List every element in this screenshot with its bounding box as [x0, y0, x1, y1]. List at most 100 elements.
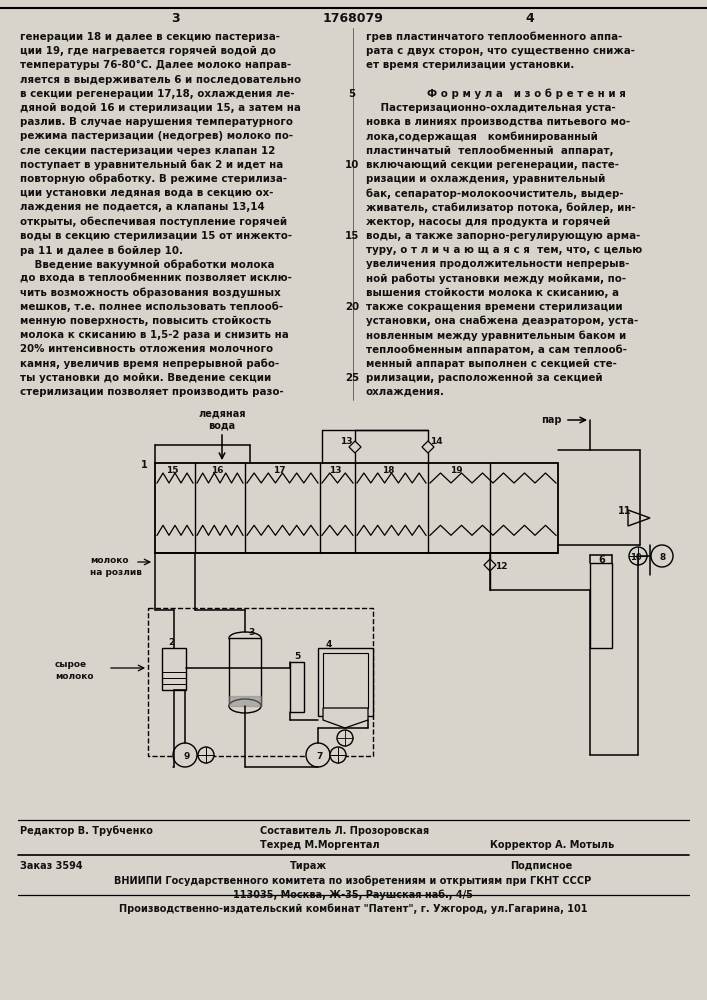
Text: туру, о т л и ч а ю щ а я с я  тем, что, с целью: туру, о т л и ч а ю щ а я с я тем, что, … [366, 245, 642, 255]
Text: вышения стойкости молока к скисанию, а: вышения стойкости молока к скисанию, а [366, 288, 619, 298]
Text: ции установки ледяная вода в секцию ох-: ции установки ледяная вода в секцию ох- [20, 188, 274, 198]
Text: ты установки до мойки. Введение секции: ты установки до мойки. Введение секции [20, 373, 271, 383]
Polygon shape [349, 441, 361, 453]
Text: Корректор А. Мотыль: Корректор А. Мотыль [490, 840, 614, 850]
Text: рата с двух сторон, что существенно снижа-: рата с двух сторон, что существенно сниж… [366, 46, 635, 56]
Text: 15: 15 [345, 231, 359, 241]
Text: режима пастеризации (недогрев) молоко по-: режима пастеризации (недогрев) молоко по… [20, 131, 293, 141]
Bar [148, 608, 373, 756]
Text: новка в линиях производства питьевого мо-: новка в линиях производства питьевого мо… [366, 117, 630, 127]
Text: 19: 19 [450, 466, 462, 475]
Polygon shape [628, 510, 650, 526]
Polygon shape [323, 708, 368, 728]
Text: новленным между уравнительным баком и: новленным между уравнительным баком и [366, 330, 626, 341]
Text: грев пластинчатого теплообменного аппа-: грев пластинчатого теплообменного аппа- [366, 32, 622, 42]
Text: ной работы установки между мойками, по-: ной работы установки между мойками, по- [366, 273, 626, 284]
Text: Пастеризационно-охладительная уста-: Пастеризационно-охладительная уста- [366, 103, 616, 113]
Text: генерации 18 и далее в секцию пастериза-: генерации 18 и далее в секцию пастериза- [20, 32, 280, 42]
Circle shape [651, 545, 673, 567]
Text: 20: 20 [345, 302, 359, 312]
Text: ет время стерилизации установки.: ет время стерилизации установки. [366, 60, 574, 70]
Text: дяной водой 16 и стерилизации 15, а затем на: дяной водой 16 и стерилизации 15, а зате… [20, 103, 301, 113]
Text: молоко: молоко [90, 556, 129, 565]
Text: ра 11 и далее в бойлер 10.: ра 11 и далее в бойлер 10. [20, 245, 183, 255]
Text: 13: 13 [340, 437, 353, 446]
Text: 113035, Москва, Ж-35, Раушская наб., 4/5: 113035, Москва, Ж-35, Раушская наб., 4/5 [233, 889, 473, 900]
Text: разлив. В случае нарушения температурного: разлив. В случае нарушения температурног… [20, 117, 293, 127]
Text: 15: 15 [165, 466, 178, 475]
Text: 3: 3 [248, 628, 255, 637]
Text: 16: 16 [211, 466, 223, 475]
Text: Составитель Л. Прозоровская: Составитель Л. Прозоровская [260, 826, 429, 836]
Text: вода: вода [209, 420, 235, 430]
Text: Производственно-издательский комбинат "Патент", г. Ужгород, ул.Гагарина, 101: Производственно-издательский комбинат "П… [119, 903, 588, 914]
Text: лаждения не подается, а клапаны 13,14: лаждения не подается, а клапаны 13,14 [20, 202, 264, 212]
Circle shape [306, 743, 330, 767]
Ellipse shape [229, 632, 261, 644]
Text: менный аппарат выполнен с секцией сте-: менный аппарат выполнен с секцией сте- [366, 359, 617, 369]
Circle shape [173, 743, 197, 767]
Text: 10: 10 [630, 553, 642, 562]
Text: включающий секции регенерации, пасте-: включающий секции регенерации, пасте- [366, 160, 619, 170]
Text: сле секции пастеризации через клапан 12: сле секции пастеризации через клапан 12 [20, 146, 275, 156]
Text: сырое: сырое [55, 660, 87, 669]
Text: камня, увеличив время непрерывной рабо-: камня, увеличив время непрерывной рабо- [20, 359, 279, 369]
Text: Редактор В. Трубченко: Редактор В. Трубченко [20, 826, 153, 836]
Bar [318, 648, 373, 716]
Text: чить возможность образования воздушных: чить возможность образования воздушных [20, 288, 281, 298]
Text: воды, а также запорно-регулирующую арма-: воды, а также запорно-регулирующую арма- [366, 231, 641, 241]
Text: 8: 8 [659, 553, 665, 562]
Text: 3: 3 [172, 12, 180, 25]
Text: 1768079: 1768079 [322, 12, 383, 25]
Text: 5: 5 [349, 89, 356, 99]
Bar [162, 648, 186, 690]
Text: менную поверхность, повысить стойкость: менную поверхность, повысить стойкость [20, 316, 271, 326]
Text: температуры 76-80°С. Далее молоко направ-: температуры 76-80°С. Далее молоко направ… [20, 60, 291, 70]
Text: 4: 4 [326, 640, 332, 649]
Text: поступает в уравнительный бак 2 и идет на: поступает в уравнительный бак 2 и идет н… [20, 160, 284, 170]
Text: 4: 4 [525, 12, 534, 25]
Circle shape [198, 747, 214, 763]
Text: установки, она снабжена деаэратором, уста-: установки, она снабжена деаэратором, уст… [366, 316, 638, 326]
Circle shape [337, 730, 353, 746]
Text: 9: 9 [183, 752, 189, 761]
Text: лока,содержащая   комбинированный: лока,содержащая комбинированный [366, 131, 598, 142]
Text: ледяная: ледяная [198, 408, 246, 418]
Text: 12: 12 [495, 562, 508, 571]
Text: ляется в выдерживатель 6 и последовательно: ляется в выдерживатель 6 и последователь… [20, 75, 301, 85]
Text: 13: 13 [329, 466, 341, 475]
Text: 2: 2 [168, 638, 174, 647]
Text: ВНИИПИ Государственного комитета по изобретениям и открытиям при ГКНТ СССР: ВНИИПИ Государственного комитета по изоб… [115, 875, 592, 886]
Text: ции 19, где нагревается горячей водой до: ции 19, где нагревается горячей водой до [20, 46, 276, 56]
Text: открыты, обеспечивая поступление горячей: открыты, обеспечивая поступление горячей [20, 217, 287, 227]
Text: 14: 14 [430, 437, 443, 446]
Text: Тираж: Тираж [290, 861, 327, 871]
Bar [323, 653, 368, 708]
Text: ризации и охлаждения, уравнительный: ризации и охлаждения, уравнительный [366, 174, 605, 184]
Text: пластинчатый  теплообменный  аппарат,: пластинчатый теплообменный аппарат, [366, 146, 614, 156]
Text: на розлив: на розлив [90, 568, 142, 577]
Text: 18: 18 [382, 466, 395, 475]
Text: Заказ 3594: Заказ 3594 [20, 861, 83, 871]
Text: до входа в теплообменник позволяет исклю-: до входа в теплообменник позволяет исклю… [20, 273, 292, 283]
Text: воды в секцию стерилизации 15 от инжекто-: воды в секцию стерилизации 15 от инжекто… [20, 231, 292, 241]
Text: 25: 25 [345, 373, 359, 383]
Text: 6: 6 [598, 555, 604, 565]
Bar [229, 638, 261, 706]
Text: 10: 10 [345, 160, 359, 170]
Text: Введение вакуумной обработки молока: Введение вакуумной обработки молока [20, 259, 274, 270]
Text: 20% интенсивность отложения молочного: 20% интенсивность отложения молочного [20, 344, 273, 354]
Text: живатель, стабилизатор потока, бойлер, ин-: живатель, стабилизатор потока, бойлер, и… [366, 202, 636, 213]
Text: Ф о р м у л а   и з о б р е т е н и я: Ф о р м у л а и з о б р е т е н и я [426, 89, 626, 99]
Circle shape [330, 747, 346, 763]
Text: Техред М.Моргентал: Техред М.Моргентал [260, 840, 380, 850]
Circle shape [629, 547, 647, 565]
Ellipse shape [229, 699, 261, 713]
Text: увеличения продолжительности непрерыв-: увеличения продолжительности непрерыв- [366, 259, 629, 269]
Text: рилизации, расположенной за секцией: рилизации, расположенной за секцией [366, 373, 602, 383]
Text: жектор, насосы для продукта и горячей: жектор, насосы для продукта и горячей [366, 217, 610, 227]
Text: 7: 7 [316, 752, 322, 761]
Bar [155, 463, 558, 553]
Text: также сокращения времени стерилизации: также сокращения времени стерилизации [366, 302, 623, 312]
Text: пар: пар [541, 415, 561, 425]
